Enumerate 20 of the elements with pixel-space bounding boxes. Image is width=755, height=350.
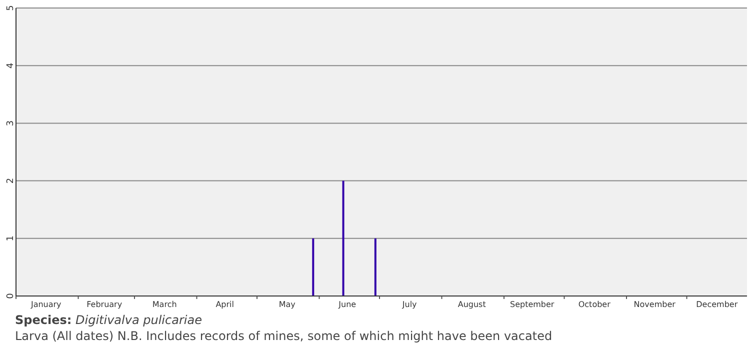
y-tick-label: 3 xyxy=(6,120,16,126)
x-tick-label: February xyxy=(86,300,122,309)
y-tick-label: 5 xyxy=(6,5,16,11)
x-tick-label: August xyxy=(458,300,486,309)
text: Species: Digitivalva pulicariae xyxy=(15,313,202,327)
text: Larva (All dates) N.B. Includes records of mines, some of which might have been vacated xyxy=(15,328,554,344)
x-tick-label: December xyxy=(696,300,738,309)
y-tick-label: 1 xyxy=(6,236,16,242)
x-tick-label: May xyxy=(278,300,296,309)
x-tick-label: June xyxy=(338,300,356,309)
y-tick-label: 2 xyxy=(6,178,16,184)
x-tick-label: March xyxy=(152,300,177,309)
y-tick-label: 0 xyxy=(6,292,16,299)
x-tick-label: November xyxy=(634,300,676,309)
x-tick-label: October xyxy=(578,300,612,309)
x-tick-label: July xyxy=(401,300,418,309)
x-tick-label: January xyxy=(30,300,62,309)
x-tick-label: September xyxy=(510,300,555,309)
x-tick-label: April xyxy=(216,300,234,309)
y-tick-label: 4 xyxy=(6,62,16,68)
